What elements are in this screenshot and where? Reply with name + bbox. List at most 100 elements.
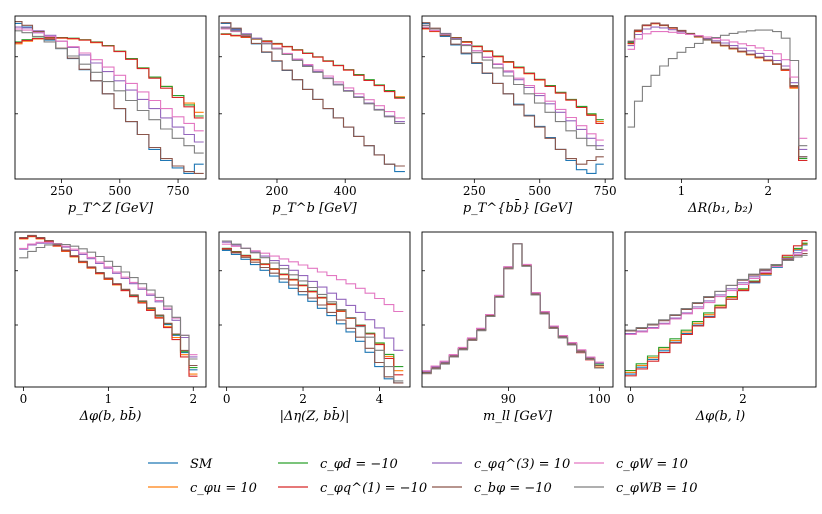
x-tick-label: 90 (501, 392, 516, 406)
panel-8: 0 2 Δφ(b, l) (624, 231, 817, 424)
legend-label: SM (190, 457, 213, 472)
x-tick-label: 2 (299, 392, 307, 406)
panel-7: 90 100 m_ll [GeV] (421, 231, 614, 424)
x-tick-label: 750 (167, 184, 190, 198)
series-c-wb-10 (625, 254, 808, 331)
plot-frame (218, 231, 411, 388)
x-axis-label: Δφ(b, bb̄) (79, 407, 142, 424)
x-tick-label: 500 (108, 184, 131, 198)
plot-frame (14, 231, 207, 388)
x-tick-label: 2 (739, 392, 747, 406)
series-sm (19, 235, 198, 371)
legend-item: c_φW = 10 (574, 457, 688, 472)
plot-frame (624, 15, 817, 180)
series-c-w-10 (221, 243, 404, 313)
legend: SM c_φu = 10 c_φd = −10 c_φq^(1) = −10 c_φq^… (148, 457, 698, 496)
legend-item: c_φq^(1) = −10 (278, 481, 427, 496)
series-c-w-10 (627, 31, 808, 139)
legend-item: c_φWB = 10 (574, 481, 698, 496)
plot-frame (421, 231, 614, 388)
series-c-wb-10 (220, 27, 405, 124)
x-tick-label: 2 (764, 184, 772, 198)
x-tick-label: 4 (376, 392, 384, 406)
series-sm (221, 249, 404, 384)
series-c-q-3-10 (15, 26, 204, 143)
legend-label: c_bφ = −10 (474, 481, 552, 496)
series-c-d-10 (221, 247, 404, 368)
series-c-u-10 (221, 248, 404, 372)
x-tick-label: 200 (266, 184, 289, 198)
legend-label: c_φq^(1) = −10 (320, 481, 427, 496)
series-c-b-10 (422, 22, 604, 165)
panel-6: 0 2 4 |Δη(Z, bb̄)| (218, 231, 411, 424)
series-c-q-3-10 (19, 242, 198, 358)
series-c-d-10 (627, 22, 808, 160)
series-c-q-1-10 (15, 37, 204, 119)
series-c-wb-10 (627, 29, 808, 147)
legend-label: c_φq^(3) = 10 (474, 457, 570, 472)
x-tick-label: 500 (528, 184, 551, 198)
panel-4: 1 2 ΔR(b₁, b₂) (624, 15, 817, 216)
legend-label: c_φd = −10 (320, 457, 398, 472)
legend-label: c_φW = 10 (616, 457, 688, 472)
panel-5: 0 1 2 Δφ(b, bb̄) (14, 231, 207, 424)
x-tick-label: 100 (588, 392, 611, 406)
x-axis-label: m_ll [GeV] (483, 409, 553, 424)
panel-2: 200 400 p_T^b [GeV] (218, 15, 411, 216)
series-c-wb-10 (221, 240, 404, 382)
series-c-w-10 (15, 28, 204, 132)
panel-3: 250 500 750 p_T^{bb̄} [GeV] (421, 15, 617, 216)
series-c-q-1-10 (627, 22, 808, 162)
series-c-d-10 (15, 36, 204, 117)
x-axis-label: p_T^{bb̄} [GeV] (463, 199, 573, 216)
series-sm (422, 22, 604, 174)
plot-frame (421, 15, 614, 180)
x-tick-label: 750 (594, 184, 617, 198)
series-c-u-10 (15, 37, 204, 113)
x-axis-label: p_T^b [GeV] (272, 201, 357, 216)
legend-item: c_φu = 10 (148, 481, 257, 496)
x-tick-label: 1 (678, 184, 686, 198)
x-tick-label: 250 (50, 184, 73, 198)
series-c-b-10 (627, 22, 808, 158)
series-c-q-1-10 (19, 235, 198, 377)
series-c-b-10 (221, 248, 404, 384)
series-c-q-3-10 (627, 26, 808, 150)
plot-frame (218, 15, 411, 180)
plot-frame (624, 231, 817, 388)
x-tick-label: 1 (105, 392, 113, 406)
series-c-wb-10 (15, 30, 204, 154)
legend-label: c_φWB = 10 (616, 481, 698, 496)
x-tick-label: 2 (189, 392, 197, 406)
series-c-q-3-10 (221, 241, 404, 351)
x-axis-label: p_T^Z [GeV] (68, 201, 154, 216)
panel-1: 250 500 750 p_T^Z [GeV] (14, 15, 207, 216)
legend-item: c_bφ = −10 (432, 481, 552, 496)
x-axis-label: ΔR(b₁, b₂) (687, 201, 753, 216)
series-c-d-10 (625, 242, 808, 372)
series-c-wb-10 (422, 243, 604, 375)
series-c-w-10 (220, 28, 405, 119)
series-c-q-3-10 (220, 26, 405, 123)
x-tick-label: 400 (334, 184, 357, 198)
series-c-q-1-10 (221, 248, 404, 376)
series-c-u-10 (627, 23, 808, 162)
x-tick-label: 0 (223, 392, 231, 406)
legend-label: c_φu = 10 (190, 481, 257, 496)
legend-item: c_φd = −10 (278, 457, 398, 472)
series-c-b-10 (220, 22, 405, 167)
x-axis-label: Δφ(b, l) (695, 409, 745, 424)
plot-frame (14, 15, 207, 180)
legend-item: c_φq^(3) = 10 (432, 457, 570, 472)
series-c-q-3-10 (422, 24, 604, 147)
x-tick-label: 250 (463, 184, 486, 198)
series-c-d-10 (19, 235, 198, 369)
series-c-wb-10 (422, 24, 604, 150)
series-c-u-10 (19, 236, 198, 375)
x-tick-label: 0 (627, 392, 635, 406)
legend-item: SM (148, 457, 213, 472)
series-c-wb-10 (19, 243, 198, 360)
x-axis-label: |Δη(Z, bb̄)| (280, 407, 350, 424)
